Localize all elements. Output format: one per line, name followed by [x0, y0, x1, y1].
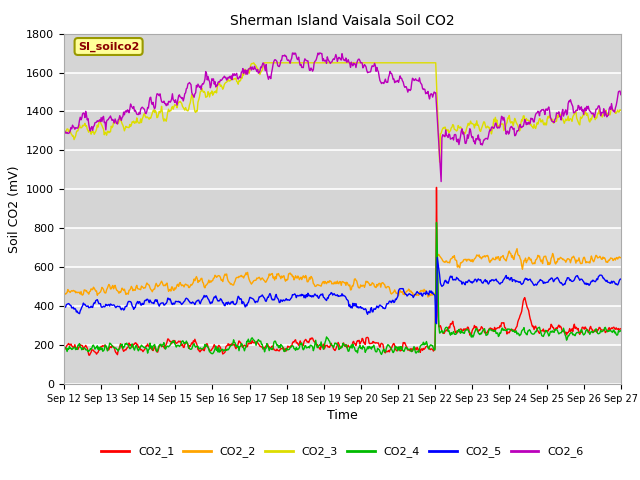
CO2_4 — [428, 342, 435, 348]
CO2_5 — [617, 276, 625, 282]
Line: CO2_2: CO2_2 — [64, 249, 621, 299]
CO2_6 — [411, 77, 419, 83]
CO2_2 — [60, 291, 68, 297]
CO2_1 — [428, 346, 435, 352]
CO2_4 — [184, 342, 192, 348]
CO2_6 — [60, 127, 68, 132]
Line: CO2_5: CO2_5 — [64, 257, 621, 324]
CO2_2 — [432, 296, 440, 301]
Bar — [64, 189, 621, 228]
Title: Sherman Island Vaisala Soil CO2: Sherman Island Vaisala Soil CO2 — [230, 14, 454, 28]
CO2_6 — [617, 92, 625, 97]
CO2_3 — [127, 122, 135, 128]
CO2_2 — [214, 274, 221, 279]
CO2_3 — [214, 84, 221, 90]
Bar — [64, 345, 621, 384]
CO2_1 — [185, 346, 193, 351]
CO2_6 — [437, 179, 445, 184]
CO2_1 — [214, 344, 222, 349]
Bar — [64, 34, 621, 72]
CO2_3 — [184, 108, 192, 114]
CO2_5 — [433, 321, 440, 326]
CO2_5 — [60, 304, 68, 310]
CO2_1 — [617, 326, 625, 332]
CO2_4 — [617, 328, 625, 334]
CO2_5 — [433, 254, 441, 260]
CO2_5 — [410, 293, 418, 299]
Bar — [64, 267, 621, 306]
CO2_6 — [127, 104, 135, 109]
CO2_6 — [428, 91, 435, 96]
Line: CO2_3: CO2_3 — [64, 63, 621, 162]
Line: CO2_1: CO2_1 — [64, 187, 621, 355]
CO2_1 — [86, 352, 93, 358]
Bar — [64, 111, 621, 150]
X-axis label: Time: Time — [327, 409, 358, 422]
Line: CO2_6: CO2_6 — [64, 53, 621, 181]
CO2_4 — [127, 344, 135, 349]
CO2_3 — [411, 60, 419, 66]
CO2_2 — [70, 288, 78, 294]
Y-axis label: Soil CO2 (mV): Soil CO2 (mV) — [8, 165, 20, 252]
CO2_1 — [411, 346, 419, 352]
CO2_2 — [410, 291, 418, 297]
CO2_4 — [378, 351, 385, 357]
Line: CO2_4: CO2_4 — [64, 222, 621, 354]
CO2_2 — [184, 282, 192, 288]
CO2_3 — [436, 159, 444, 165]
CO2_3 — [617, 107, 625, 113]
CO2_3 — [70, 137, 78, 143]
CO2_3 — [250, 60, 257, 66]
CO2_4 — [433, 219, 440, 225]
Text: SI_soilco2: SI_soilco2 — [78, 41, 140, 52]
CO2_3 — [428, 60, 435, 66]
CO2_5 — [70, 306, 78, 312]
CO2_4 — [60, 345, 68, 351]
CO2_5 — [127, 300, 135, 306]
CO2_6 — [184, 81, 192, 87]
CO2_4 — [411, 347, 419, 352]
CO2_6 — [214, 83, 221, 88]
CO2_3 — [60, 128, 68, 133]
CO2_2 — [617, 255, 625, 261]
CO2_1 — [70, 345, 78, 350]
CO2_6 — [289, 50, 296, 56]
Legend: CO2_1, CO2_2, CO2_3, CO2_4, CO2_5, CO2_6: CO2_1, CO2_2, CO2_3, CO2_4, CO2_5, CO2_6 — [97, 442, 588, 462]
CO2_2 — [513, 246, 521, 252]
CO2_1 — [60, 345, 68, 350]
CO2_2 — [426, 291, 434, 297]
CO2_2 — [127, 284, 135, 289]
CO2_5 — [214, 297, 221, 303]
CO2_6 — [70, 124, 78, 130]
CO2_4 — [214, 346, 221, 352]
CO2_1 — [128, 344, 136, 350]
CO2_5 — [426, 289, 434, 295]
CO2_5 — [184, 297, 192, 302]
CO2_4 — [70, 345, 78, 350]
CO2_1 — [433, 184, 440, 190]
